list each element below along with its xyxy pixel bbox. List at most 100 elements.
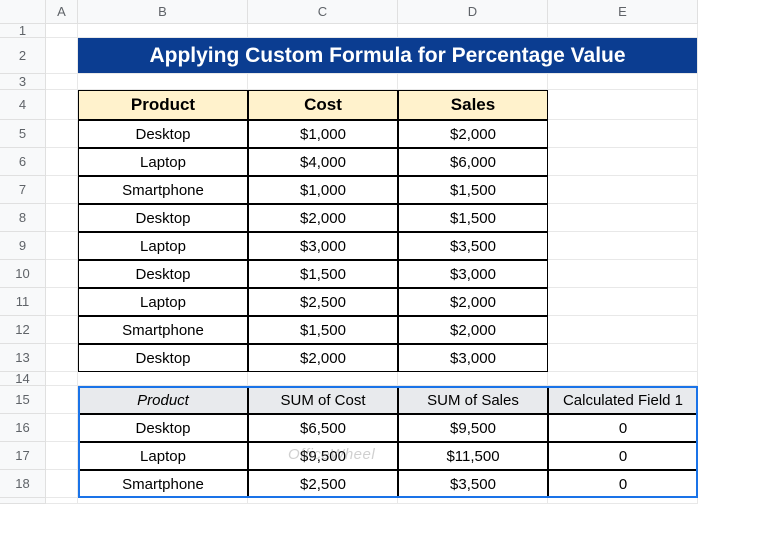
empty-cell[interactable] bbox=[548, 74, 698, 90]
select-all-corner[interactable] bbox=[0, 0, 46, 24]
empty-cell[interactable] bbox=[46, 148, 78, 176]
empty-cell[interactable] bbox=[248, 372, 398, 386]
data-cell-r0-c0[interactable]: Desktop bbox=[78, 120, 248, 148]
data-cell-r1-c2[interactable]: $6,000 bbox=[398, 148, 548, 176]
data-cell-r1-c1[interactable]: $4,000 bbox=[248, 148, 398, 176]
data-cell-r5-c1[interactable]: $1,500 bbox=[248, 260, 398, 288]
empty-cell[interactable] bbox=[46, 74, 78, 90]
empty-cell[interactable] bbox=[398, 372, 548, 386]
data-header-2[interactable]: Sales bbox=[398, 90, 548, 120]
pivot-cell-r0-c1[interactable]: $6,500 bbox=[248, 414, 398, 442]
empty-cell[interactable] bbox=[548, 372, 698, 386]
empty-cell[interactable] bbox=[78, 498, 248, 504]
row-header-6[interactable]: 6 bbox=[0, 148, 46, 176]
row-header-12[interactable]: 12 bbox=[0, 316, 46, 344]
data-cell-r3-c0[interactable]: Desktop bbox=[78, 204, 248, 232]
empty-cell[interactable] bbox=[548, 148, 698, 176]
row-header-1[interactable]: 1 bbox=[0, 24, 46, 38]
empty-cell[interactable] bbox=[46, 288, 78, 316]
row-header-14[interactable]: 14 bbox=[0, 372, 46, 386]
data-cell-r7-c2[interactable]: $2,000 bbox=[398, 316, 548, 344]
data-cell-r7-c0[interactable]: Smartphone bbox=[78, 316, 248, 344]
row-header-11[interactable]: 11 bbox=[0, 288, 46, 316]
data-cell-r6-c1[interactable]: $2,500 bbox=[248, 288, 398, 316]
pivot-header-1[interactable]: SUM of Cost bbox=[248, 386, 398, 414]
row-header-3[interactable]: 3 bbox=[0, 74, 46, 90]
empty-cell[interactable] bbox=[78, 372, 248, 386]
empty-cell[interactable] bbox=[46, 120, 78, 148]
empty-cell[interactable] bbox=[46, 372, 78, 386]
empty-cell[interactable] bbox=[548, 498, 698, 504]
pivot-cell-r2-c0[interactable]: Smartphone bbox=[78, 470, 248, 498]
row-header-18[interactable]: 18 bbox=[0, 470, 46, 498]
row-header-8[interactable]: 8 bbox=[0, 204, 46, 232]
empty-cell[interactable] bbox=[46, 204, 78, 232]
data-cell-r5-c0[interactable]: Desktop bbox=[78, 260, 248, 288]
empty-cell[interactable] bbox=[398, 74, 548, 90]
empty-cell[interactable] bbox=[46, 24, 78, 38]
data-cell-r8-c0[interactable]: Desktop bbox=[78, 344, 248, 372]
empty-cell[interactable] bbox=[248, 74, 398, 90]
data-cell-r8-c2[interactable]: $3,000 bbox=[398, 344, 548, 372]
row-header-9[interactable]: 9 bbox=[0, 232, 46, 260]
row-header-4[interactable]: 4 bbox=[0, 90, 46, 120]
empty-cell[interactable] bbox=[548, 344, 698, 372]
empty-cell[interactable] bbox=[398, 498, 548, 504]
empty-cell[interactable] bbox=[548, 232, 698, 260]
empty-cell[interactable] bbox=[548, 176, 698, 204]
col-header-A[interactable]: A bbox=[46, 0, 78, 24]
data-cell-r5-c2[interactable]: $3,000 bbox=[398, 260, 548, 288]
empty-cell[interactable] bbox=[548, 204, 698, 232]
empty-cell[interactable] bbox=[248, 498, 398, 504]
col-header-D[interactable]: D bbox=[398, 0, 548, 24]
data-cell-r6-c2[interactable]: $2,000 bbox=[398, 288, 548, 316]
empty-cell[interactable] bbox=[548, 120, 698, 148]
data-cell-r4-c1[interactable]: $3,000 bbox=[248, 232, 398, 260]
pivot-cell-r0-c0[interactable]: Desktop bbox=[78, 414, 248, 442]
row-header-10[interactable]: 10 bbox=[0, 260, 46, 288]
row-header-extra[interactable] bbox=[0, 498, 46, 504]
row-header-17[interactable]: 17 bbox=[0, 442, 46, 470]
data-cell-r2-c0[interactable]: Smartphone bbox=[78, 176, 248, 204]
empty-cell[interactable] bbox=[548, 90, 698, 120]
empty-cell[interactable] bbox=[46, 38, 78, 74]
pivot-header-0[interactable]: Product bbox=[78, 386, 248, 414]
spreadsheet-grid[interactable]: ABCDE123456789101112131415161718Applying… bbox=[0, 0, 768, 504]
empty-cell[interactable] bbox=[46, 176, 78, 204]
pivot-header-2[interactable]: SUM of Sales bbox=[398, 386, 548, 414]
row-header-16[interactable]: 16 bbox=[0, 414, 46, 442]
pivot-cell-r0-c2[interactable]: $9,500 bbox=[398, 414, 548, 442]
empty-cell[interactable] bbox=[46, 470, 78, 498]
empty-cell[interactable] bbox=[78, 74, 248, 90]
empty-cell[interactable] bbox=[46, 260, 78, 288]
row-header-13[interactable]: 13 bbox=[0, 344, 46, 372]
pivot-cell-r1-c2[interactable]: $11,500 bbox=[398, 442, 548, 470]
data-cell-r2-c1[interactable]: $1,000 bbox=[248, 176, 398, 204]
empty-cell[interactable] bbox=[78, 24, 248, 38]
data-cell-r4-c0[interactable]: Laptop bbox=[78, 232, 248, 260]
pivot-cell-r1-c0[interactable]: Laptop bbox=[78, 442, 248, 470]
data-cell-r6-c0[interactable]: Laptop bbox=[78, 288, 248, 316]
data-cell-r1-c0[interactable]: Laptop bbox=[78, 148, 248, 176]
data-cell-r0-c1[interactable]: $1,000 bbox=[248, 120, 398, 148]
col-header-B[interactable]: B bbox=[78, 0, 248, 24]
empty-cell[interactable] bbox=[46, 232, 78, 260]
empty-cell[interactable] bbox=[248, 24, 398, 38]
empty-cell[interactable] bbox=[46, 90, 78, 120]
col-header-C[interactable]: C bbox=[248, 0, 398, 24]
pivot-cell-r2-c2[interactable]: $3,500 bbox=[398, 470, 548, 498]
data-cell-r7-c1[interactable]: $1,500 bbox=[248, 316, 398, 344]
empty-cell[interactable] bbox=[46, 344, 78, 372]
data-header-0[interactable]: Product bbox=[78, 90, 248, 120]
empty-cell[interactable] bbox=[46, 414, 78, 442]
empty-cell[interactable] bbox=[548, 24, 698, 38]
empty-cell[interactable] bbox=[46, 498, 78, 504]
pivot-cell-r1-c3[interactable]: 0 bbox=[548, 442, 698, 470]
data-cell-r4-c2[interactable]: $3,500 bbox=[398, 232, 548, 260]
row-header-5[interactable]: 5 bbox=[0, 120, 46, 148]
data-cell-r3-c1[interactable]: $2,000 bbox=[248, 204, 398, 232]
data-cell-r8-c1[interactable]: $2,000 bbox=[248, 344, 398, 372]
pivot-cell-r2-c3[interactable]: 0 bbox=[548, 470, 698, 498]
empty-cell[interactable] bbox=[46, 316, 78, 344]
col-header-E[interactable]: E bbox=[548, 0, 698, 24]
